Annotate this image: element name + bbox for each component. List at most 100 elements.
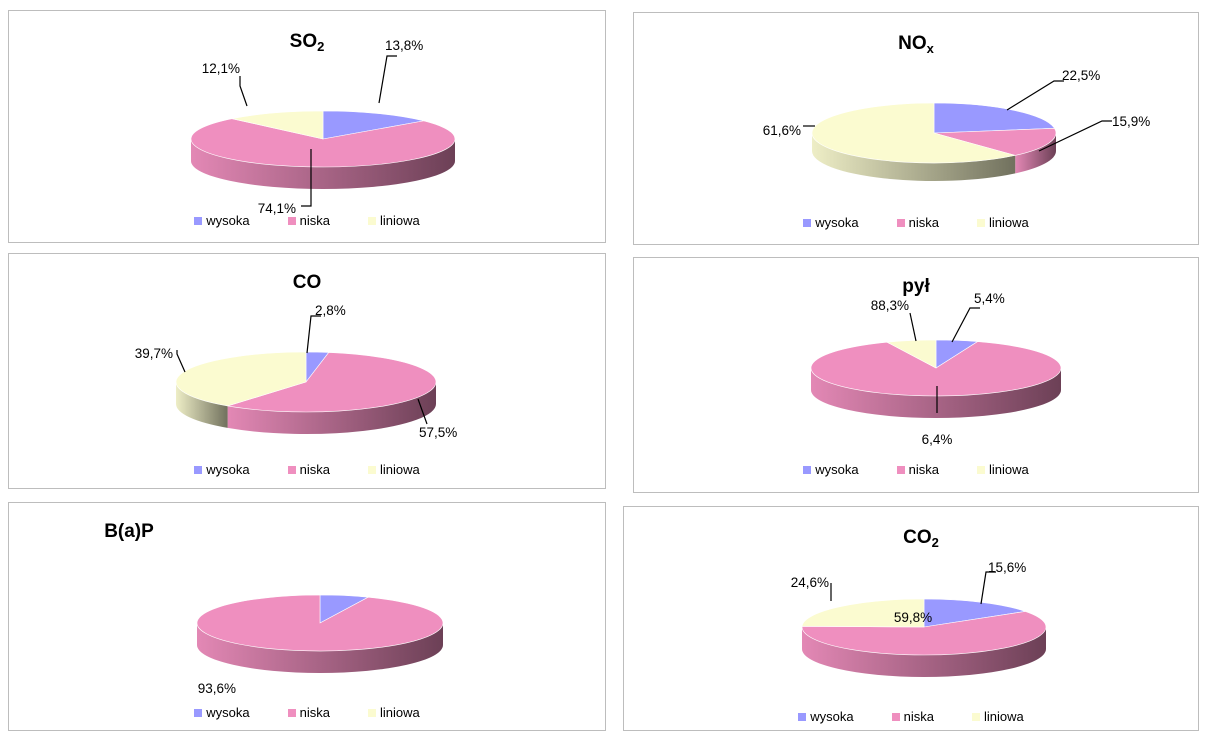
- data-label-liniowa: 12,1%: [202, 61, 240, 76]
- legend-swatch-wysoka: [194, 708, 203, 717]
- legend-swatch-niska: [287, 708, 296, 717]
- pie-side-liniowa: [176, 382, 228, 428]
- chart-panel-pyl: pył 5,4% 88,3% 6,4% wysoka niska liniowa: [633, 257, 1199, 493]
- chart-title-text: CO: [292, 272, 322, 293]
- leader-line: [980, 571, 996, 605]
- leader-line: [1038, 120, 1112, 152]
- legend-swatch-niska: [896, 465, 905, 474]
- legend-label: liniowa: [988, 215, 1029, 230]
- legend-label: liniowa: [379, 213, 420, 228]
- pie-slice-liniowa: [886, 339, 937, 369]
- pie-slice-liniowa: [811, 102, 1016, 164]
- data-label-wysoka: 2,8%: [315, 303, 346, 318]
- legend-swatch-niska: [287, 465, 296, 474]
- legend-label: liniowa: [379, 462, 420, 477]
- pie-bap: 93,6%: [196, 594, 444, 696]
- pie-side-niska: [227, 382, 436, 434]
- chart-title-subscript: 2: [317, 39, 325, 54]
- chart-title-text: CO: [903, 527, 932, 548]
- data-label-niska: 57,5%: [419, 425, 457, 440]
- pie-slice-niska: [801, 611, 1047, 656]
- chart-panel-nox: NOx 22,5% 15,9% 61,6% wysoka niska liniowa: [633, 12, 1199, 245]
- chart-title: NOx: [634, 33, 1198, 56]
- pie-nox: 22,5% 15,9% 61,6%: [763, 68, 1150, 182]
- legend-item-niska: niska: [891, 709, 934, 724]
- legend-swatch-wysoka: [803, 465, 812, 474]
- legend-item-liniowa: liniowa: [976, 215, 1029, 230]
- chart-title-subscript: x: [926, 41, 934, 56]
- legend-item-liniowa: liniowa: [971, 709, 1024, 724]
- chart-title-text: pył: [902, 276, 930, 297]
- leader-line: [951, 307, 980, 343]
- pie-slice-niska: [196, 594, 444, 652]
- data-label-wysoka: 13,8%: [385, 38, 423, 53]
- legend-label: liniowa: [983, 709, 1024, 724]
- legend-item-liniowa: liniowa: [367, 705, 420, 720]
- pie-pyl: 5,4% 88,3% 6,4%: [810, 291, 1062, 447]
- pie-slice-liniowa: [175, 351, 307, 407]
- legend-item-niska: niska: [287, 462, 330, 477]
- chart-panel-co: CO 2,8% 57,5% 39,7% wysoka niska liniowa: [8, 253, 606, 489]
- legend-label: wysoka: [206, 462, 250, 477]
- legend-swatch-wysoka: [803, 218, 812, 227]
- data-label-niska: 74,1%: [258, 201, 296, 216]
- chart-title-subscript: 2: [931, 535, 939, 550]
- legend-label: liniowa: [379, 705, 420, 720]
- data-label-niska: 93,6%: [198, 681, 236, 696]
- chart-panel-bap: B(a)P 93,6% wysoka niska liniowa: [8, 502, 606, 731]
- legend-label: niska: [903, 709, 934, 724]
- legend-item-liniowa: liniowa: [367, 213, 420, 228]
- legend-swatch-wysoka: [194, 216, 203, 225]
- legend-swatch-niska: [287, 216, 296, 225]
- data-label-liniowa: 24,6%: [791, 575, 829, 590]
- chart-title: CO2: [634, 527, 1205, 550]
- legend-item-niska: niska: [896, 215, 939, 230]
- legend-label: wysoka: [810, 709, 854, 724]
- chart-title-text: NO: [898, 33, 927, 54]
- pie-slice-niska: [810, 341, 1062, 397]
- legend-item-niska: niska: [896, 462, 939, 477]
- chart-title-text: SO: [289, 31, 318, 52]
- data-label-niska: 88,3%: [871, 298, 909, 313]
- pie-slice-wysoka: [933, 102, 1056, 134]
- data-label-niska: 15,9%: [1112, 114, 1150, 129]
- pie-slice-liniowa: [231, 110, 324, 140]
- pie-slice-wysoka: [322, 110, 424, 140]
- legend-label: liniowa: [988, 462, 1029, 477]
- legend-item-wysoka: wysoka: [194, 705, 250, 720]
- legend-label: wysoka: [815, 215, 859, 230]
- legend: wysoka niska liniowa: [9, 213, 605, 228]
- legend-swatch-liniowa: [367, 708, 376, 717]
- legend-swatch-liniowa: [971, 712, 980, 721]
- legend-label: wysoka: [206, 705, 250, 720]
- legend-swatch-liniowa: [976, 465, 985, 474]
- legend-swatch-liniowa: [976, 218, 985, 227]
- chart-title: B(a)P: [0, 521, 427, 544]
- pie-side-niska: [191, 139, 455, 189]
- legend-item-wysoka: wysoka: [803, 462, 859, 477]
- data-label-liniowa: 39,7%: [135, 346, 173, 361]
- pie-slice-niska: [227, 352, 437, 413]
- pie-slice-liniowa: [801, 598, 925, 628]
- legend-item-wysoka: wysoka: [194, 213, 250, 228]
- leader-line: [176, 350, 186, 373]
- chart-title: CO: [9, 272, 605, 295]
- legend: wysoka niska liniowa: [624, 709, 1198, 724]
- legend-swatch-wysoka: [194, 465, 203, 474]
- data-label-liniowa: 6,4%: [922, 432, 953, 447]
- legend: wysoka niska liniowa: [9, 705, 605, 720]
- pie-side-niska: [811, 368, 1061, 418]
- leader-line: [909, 312, 917, 342]
- legend-label: wysoka: [815, 462, 859, 477]
- legend-label: niska: [299, 462, 330, 477]
- pie-side-niska: [1015, 133, 1056, 174]
- legend-item-niska: niska: [287, 213, 330, 228]
- legend-label: niska: [908, 215, 939, 230]
- legend-item-wysoka: wysoka: [803, 215, 859, 230]
- data-label-liniowa: 61,6%: [763, 123, 801, 138]
- pie-co2: 15,6% 59,8% 24,6%: [791, 560, 1047, 677]
- legend-item-niska: niska: [287, 705, 330, 720]
- chart-title: pył: [634, 276, 1198, 299]
- legend: wysoka niska liniowa: [9, 462, 605, 477]
- data-label-wysoka: 15,6%: [988, 560, 1026, 575]
